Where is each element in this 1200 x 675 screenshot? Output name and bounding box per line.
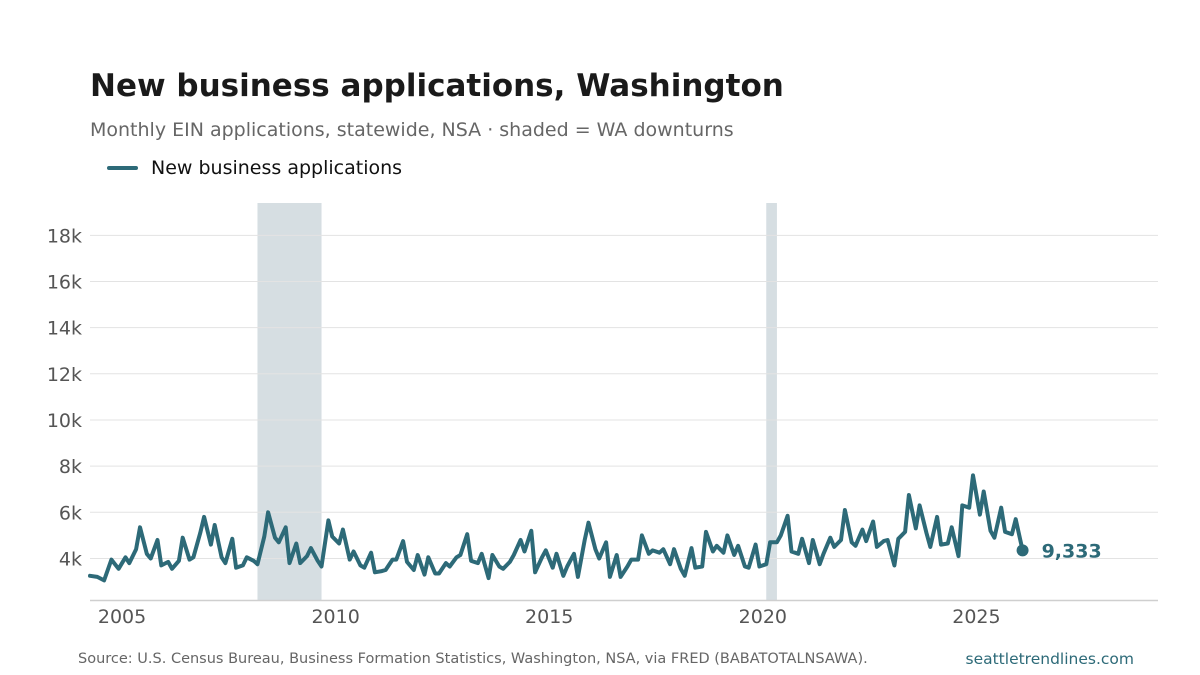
y-tick-label-0: 4k [59, 548, 82, 570]
x-tick-label-3: 2020 [739, 606, 787, 628]
chart-subtitle: Monthly EIN applications, statewide, NSA… [90, 119, 734, 141]
series-end-point [1016, 544, 1029, 557]
y-tick-label-1: 6k [59, 502, 82, 524]
x-tick-label-2: 2015 [525, 606, 573, 628]
y-tick-label-4: 12k [47, 364, 82, 386]
source-note: Source: U.S. Census Bureau, Business For… [78, 651, 868, 667]
y-tick-label-3: 10k [47, 410, 82, 432]
end-value-label: 9,333 [1042, 540, 1102, 562]
legend: New business applications [107, 157, 402, 179]
y-tick-label-6: 16k [47, 271, 82, 293]
y-tick-label-7: 18k [47, 225, 82, 247]
y-tick-label-5: 14k [47, 318, 82, 340]
series-line-new-business-applications [88, 473, 1025, 583]
x-tick-label-0: 2005 [98, 606, 146, 628]
legend-swatch [107, 166, 138, 170]
downturn-shade-0 [257, 203, 322, 600]
x-tick-label-1: 2010 [311, 606, 359, 628]
x-tick-label-4: 2025 [952, 606, 1000, 628]
downturn-shade-1 [766, 203, 777, 600]
y-tick-label-2: 8k [59, 456, 82, 478]
chart-title: New business applications, Washington [90, 68, 784, 104]
site-brand[interactable]: seattletrendlines.com [965, 650, 1135, 668]
legend-label: New business applications [151, 157, 403, 179]
